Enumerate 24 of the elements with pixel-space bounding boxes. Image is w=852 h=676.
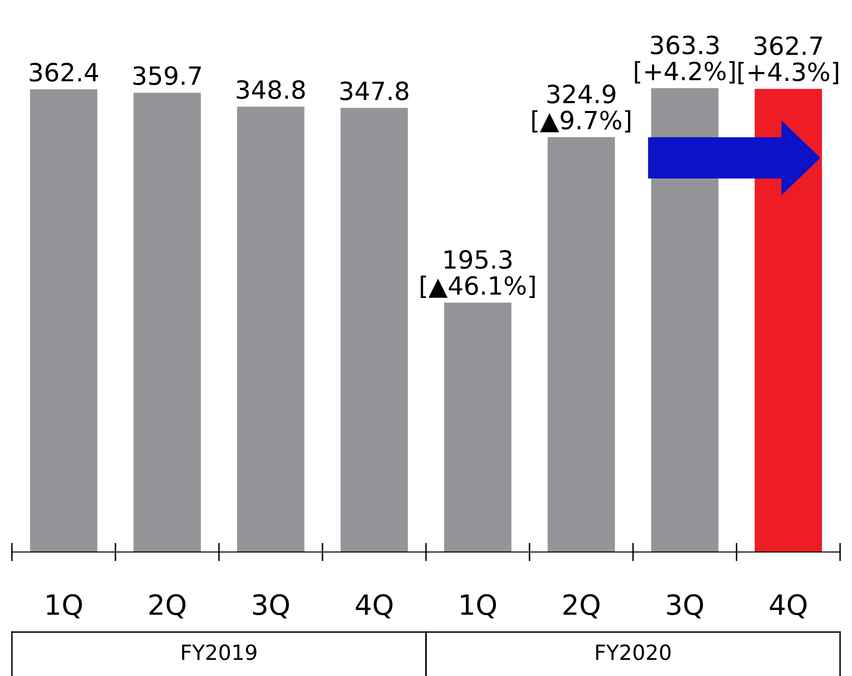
data-label: 348.8 — [236, 80, 305, 100]
data-label: 362.4 — [30, 62, 98, 82]
text: FY2019 — [182, 644, 256, 660]
bar — [444, 302, 512, 552]
x-tick-label: 3Q — [253, 594, 289, 618]
x-tick-label: 1Q — [46, 594, 82, 618]
bar — [340, 108, 408, 552]
data-label: 195.3 [▲46.1%] — [420, 250, 535, 298]
data-label: 359.7 — [133, 66, 201, 86]
x-tick-label: 4Q — [356, 594, 392, 618]
bar — [548, 137, 615, 552]
data-label: 347.8 — [340, 81, 408, 100]
bar — [134, 92, 201, 552]
x-tick-label: 2Q — [149, 594, 186, 618]
text: FY2020 — [596, 644, 671, 660]
x-tick-label: 2Q — [564, 594, 600, 618]
bar — [237, 106, 304, 552]
data-label: 324.9 [▲9.7%] — [532, 84, 630, 132]
x-tick-label: 4Q — [770, 594, 807, 618]
bar — [30, 89, 98, 552]
x-tick-label: 3Q — [667, 594, 703, 618]
data-label: 362.7 [+4.3%] — [738, 36, 838, 84]
x-tick-label: 1Q — [461, 594, 496, 618]
data-label: 363.3 [+4.2%] — [634, 36, 735, 84]
